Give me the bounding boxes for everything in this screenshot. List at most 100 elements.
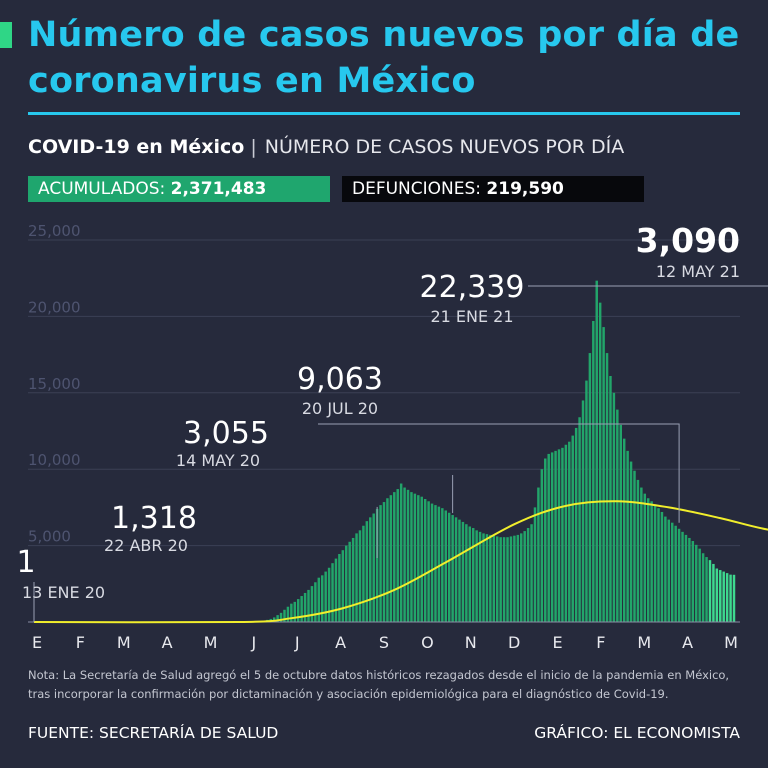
bar (417, 495, 420, 622)
bar (410, 492, 413, 622)
bar (444, 510, 447, 622)
bar (557, 449, 561, 622)
defunciones-value: 219,590 (486, 179, 564, 199)
x-tick-label: J (294, 633, 300, 652)
bar (616, 409, 619, 622)
bar (372, 513, 375, 622)
subtitle-separator: | (250, 136, 257, 158)
bar (578, 417, 581, 622)
bar (485, 534, 489, 622)
x-tick-label: O (421, 633, 434, 652)
x-tick-label: A (335, 633, 346, 652)
bar (382, 502, 386, 622)
bar (671, 522, 674, 622)
bar (492, 535, 496, 622)
bar (369, 517, 372, 622)
y-tick-label: 10,000 (28, 451, 81, 469)
bar (496, 536, 499, 622)
bar (300, 596, 303, 622)
bar (465, 524, 468, 622)
bar (375, 508, 379, 622)
bar (358, 530, 362, 622)
bar (296, 599, 300, 622)
bar (520, 533, 523, 622)
bar (434, 505, 437, 622)
bar (729, 574, 732, 622)
bar (640, 487, 643, 622)
y-tick-label: 25,000 (28, 222, 81, 240)
bar (389, 495, 393, 622)
bar (458, 519, 461, 622)
x-tick-label: E (32, 633, 42, 652)
acumulados-value: 2,371,483 (170, 179, 267, 199)
subtitle-topic: COVID-19 en México (28, 136, 245, 158)
bar (399, 483, 403, 622)
bar (324, 571, 327, 622)
chart-subtitle: COVID-19 en México | NÚMERO DE CASOS NUEVO… (28, 134, 748, 160)
bar (276, 615, 279, 622)
bar (321, 575, 324, 622)
bar (386, 498, 389, 622)
bar (327, 567, 331, 622)
bar (708, 560, 712, 622)
bar (564, 444, 568, 622)
x-tick-label: S (379, 633, 389, 652)
bar (516, 534, 520, 622)
bar (506, 537, 509, 622)
bar (348, 541, 351, 622)
x-tick-label: N (465, 633, 477, 652)
bar (667, 519, 671, 622)
bar (636, 479, 640, 622)
bar (691, 541, 695, 622)
bar (544, 458, 547, 622)
bar (393, 492, 396, 622)
bar (650, 501, 653, 622)
bar (338, 554, 341, 622)
bar (595, 280, 598, 622)
bar (674, 525, 677, 622)
bar (283, 609, 286, 622)
bar (331, 563, 334, 622)
bar (451, 515, 454, 622)
bar (403, 487, 406, 622)
bar (588, 353, 592, 622)
bar (592, 320, 595, 622)
bar (365, 521, 369, 622)
bar (695, 544, 698, 622)
x-tick-label: M (637, 633, 651, 652)
bar (489, 534, 492, 622)
bar (351, 537, 355, 622)
x-tick-label: F (596, 633, 605, 652)
graphic-credit: GRÁFICO: EL ECONOMISTA (534, 724, 740, 742)
bar (646, 498, 650, 622)
bar (568, 441, 571, 622)
bar (684, 534, 688, 622)
bar (355, 533, 358, 622)
bar (701, 553, 705, 622)
bar (660, 511, 664, 622)
bar (712, 563, 715, 622)
x-tick-label: M (204, 633, 218, 652)
bar (653, 504, 657, 622)
x-tick-label: M (724, 633, 738, 652)
bar (688, 537, 691, 622)
bar (530, 524, 533, 622)
defunciones-badge: DEFUNCIONES: 219,590 (342, 176, 644, 202)
bar (609, 375, 612, 622)
bar (677, 528, 681, 622)
bar (279, 612, 283, 622)
bar (303, 592, 307, 622)
source-credit: FUENTE: SECRETARÍA DE SALUD (28, 724, 279, 742)
bar (478, 531, 482, 622)
title-divider (28, 112, 740, 115)
bar (715, 568, 719, 622)
bar (681, 531, 684, 622)
bar (571, 435, 574, 622)
bar (574, 427, 578, 622)
bar (482, 533, 485, 622)
bar (612, 392, 616, 622)
bar (471, 528, 475, 622)
annotation-date: 13 ENE 20 (22, 583, 105, 602)
annotation-value: 3,090 (636, 221, 740, 260)
bar (379, 505, 382, 622)
